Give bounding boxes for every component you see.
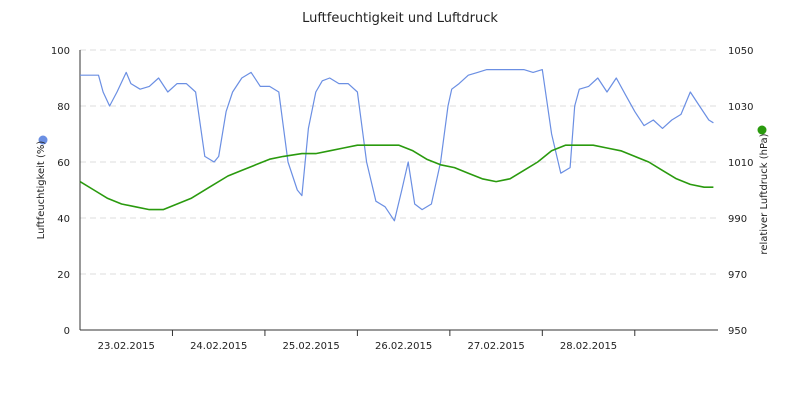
- x-tick-label: 25.02.2015: [283, 341, 340, 352]
- y-left-tick-label: 20: [57, 270, 70, 281]
- x-tick-label: 26.02.2015: [375, 341, 432, 352]
- y-right-tick-label: 970: [728, 270, 747, 281]
- y-left-tick-label: 60: [57, 158, 70, 169]
- x-tick-label: 23.02.2015: [98, 341, 155, 352]
- humidity-series-line: [80, 68, 714, 222]
- left-axis-title: Luftfeuchtigkeit (%): [36, 141, 47, 240]
- axes-layer: [79, 50, 718, 336]
- y-right-tick-label: 1030: [728, 102, 753, 113]
- y-right-tick-label: 950: [728, 326, 747, 337]
- y-right-tick-label: 1010: [728, 158, 753, 169]
- pressure-series-line: [79, 144, 714, 211]
- x-tick-label: 27.02.2015: [467, 341, 524, 352]
- y-right-tick-label: 990: [728, 214, 747, 225]
- chart-title: Luftfeuchtigkeit und Luftdruck: [302, 11, 498, 26]
- y-right-tick-label: 1050: [728, 46, 753, 57]
- series-layer: [79, 68, 714, 222]
- y-left-tick-label: 100: [51, 46, 70, 57]
- y-left-tick-label: 0: [64, 326, 70, 337]
- right-axis-title: relativer Luftdruck (hPa): [759, 133, 770, 254]
- x-tick-label: 28.02.2015: [560, 341, 617, 352]
- left-axis-marker: [38, 135, 48, 145]
- right-axis-marker: [757, 125, 767, 135]
- y-left-tick-label: 80: [57, 102, 70, 113]
- x-tick-label: 24.02.2015: [190, 341, 247, 352]
- labels-layer: 0 950 20 970 40 990 60 1010 80 1030 100 1050 23.02.2…: [51, 46, 754, 352]
- grid-layer: [80, 49, 718, 275]
- y-left-tick-label: 40: [57, 214, 70, 225]
